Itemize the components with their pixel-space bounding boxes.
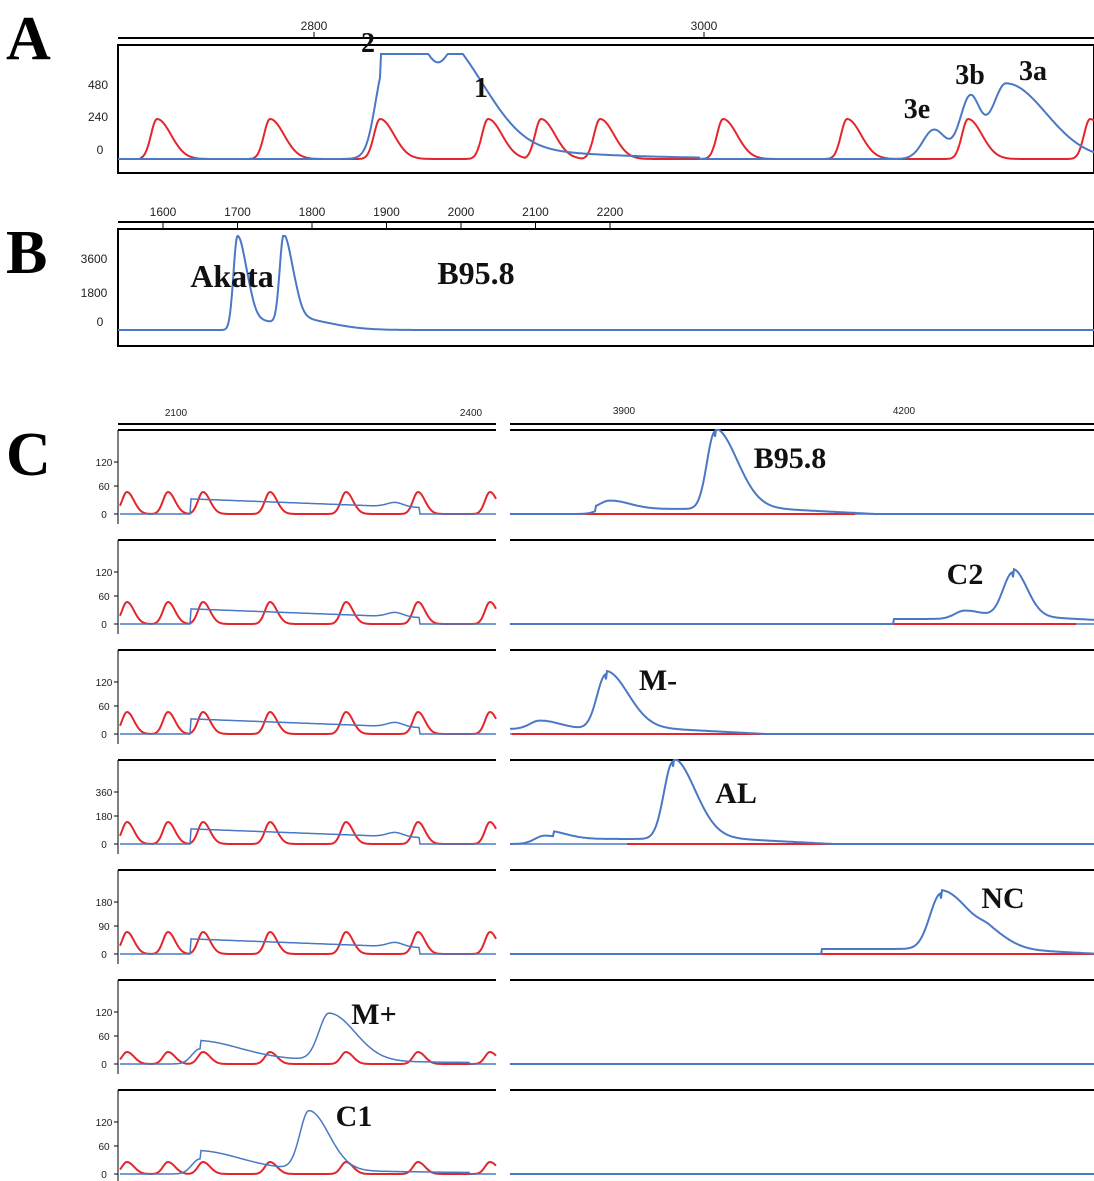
row-label: M+ bbox=[351, 998, 396, 1031]
panel-a-ytick-0: 480 bbox=[88, 78, 108, 92]
row-ytick: 180 bbox=[96, 812, 113, 823]
row-ytick: 0 bbox=[101, 1170, 107, 1181]
row-ytick: 60 bbox=[98, 702, 110, 713]
row-left-blue-trace bbox=[120, 498, 496, 515]
row-label: AL bbox=[715, 777, 757, 810]
row-right-blue-trace bbox=[510, 889, 1094, 955]
panel-b-frame bbox=[117, 228, 1094, 347]
row-left-red-trace bbox=[119, 710, 497, 735]
panel-c-row: 360 180 0 AL bbox=[96, 759, 1094, 854]
row-ytick: 0 bbox=[101, 1060, 107, 1071]
peak-label-3a: 3a bbox=[1019, 56, 1047, 87]
peak-label-b95-8: B95.8 bbox=[437, 255, 514, 291]
row-right-blue-trace bbox=[510, 759, 1094, 845]
row-ytick: 60 bbox=[98, 1142, 110, 1153]
panel-a-frame bbox=[117, 44, 1094, 174]
row-left-red-trace bbox=[119, 600, 497, 625]
panel-b-xtick: 1800 bbox=[299, 205, 326, 219]
row-right-blue-trace bbox=[510, 567, 1094, 625]
panel-b-xtick: 2100 bbox=[522, 205, 549, 219]
row-ytick: 0 bbox=[101, 950, 107, 961]
peak-label-3e: 3e bbox=[904, 94, 930, 125]
panel-c-row: 120 60 0 C1 bbox=[96, 1089, 1094, 1181]
panel-label-c: C bbox=[6, 421, 51, 489]
panel-a-xtick-0: 2800 bbox=[301, 19, 328, 33]
panel-a-xtick-1: 3000 bbox=[691, 19, 718, 33]
peak-label-3b: 3b bbox=[955, 60, 985, 91]
panel-c-xtick-right-0: 3900 bbox=[613, 406, 636, 417]
panel-b-xtick: 1700 bbox=[224, 205, 251, 219]
row-ytick: 0 bbox=[101, 730, 107, 741]
panel-b-blue-trace bbox=[118, 234, 1094, 331]
panel-b-xtick: 2000 bbox=[448, 205, 475, 219]
panel-label-b: B bbox=[6, 219, 48, 287]
panel-b: 1600 1700 1800 1900 2000 2100 2200 3600 1800 0… bbox=[81, 205, 1094, 347]
row-left-blue-trace bbox=[120, 608, 496, 625]
panel-a-red-trace bbox=[139, 117, 1094, 160]
row-ytick: 120 bbox=[96, 458, 113, 469]
row-left-blue-trace bbox=[120, 718, 496, 735]
panel-c-xtick-right-1: 4200 bbox=[893, 406, 916, 417]
row-ytick: 120 bbox=[96, 678, 113, 689]
row-left-blue-trace bbox=[120, 828, 496, 845]
row-right-blue-trace bbox=[509, 669, 1094, 735]
row-ytick: 360 bbox=[96, 788, 113, 799]
panel-b-ytick-1: 1800 bbox=[81, 286, 108, 300]
panel-c: 2100 2400 3900 4200 120600B95.8120600C21… bbox=[96, 406, 1094, 1181]
panel-b-ytick-0: 3600 bbox=[81, 252, 108, 266]
row-left-red-trace bbox=[119, 490, 497, 515]
row-label: NC bbox=[981, 882, 1024, 915]
peak-label-akata: Akata bbox=[190, 258, 274, 294]
panel-c-row: 120 60 0 M- bbox=[96, 649, 1094, 744]
panel-a-blue-trace bbox=[118, 53, 1094, 160]
row-right-blue-trace bbox=[510, 429, 1094, 515]
panel-c-row: 120 60 0 M+ bbox=[96, 979, 1094, 1074]
row-label: M- bbox=[639, 664, 677, 697]
row-label: C2 bbox=[947, 558, 984, 591]
row-ytick: 180 bbox=[96, 898, 113, 909]
panel-a: 2800 3000 480 240 0 2 1 3e 3b 3a bbox=[88, 19, 1094, 174]
row-left-blue-trace bbox=[120, 938, 496, 955]
panel-b-xtick: 2200 bbox=[597, 205, 624, 219]
row-ytick: 0 bbox=[101, 510, 107, 521]
panel-c-row: 180 90 0 NC bbox=[96, 869, 1094, 964]
row-left-red-trace bbox=[119, 820, 497, 845]
row-ytick: 0 bbox=[101, 840, 107, 851]
panel-b-xtick: 1600 bbox=[150, 205, 177, 219]
panel-c-row: 120 60 0 C2 bbox=[96, 539, 1094, 634]
panel-a-ytick-2: 0 bbox=[97, 143, 104, 157]
row-ytick: 0 bbox=[101, 620, 107, 631]
panel-b-xtick: 1900 bbox=[373, 205, 400, 219]
panel-c-xtick-left-1: 2400 bbox=[460, 408, 483, 419]
panel-a-ytick-1: 240 bbox=[88, 110, 108, 124]
row-ytick: 120 bbox=[96, 1118, 113, 1129]
row-ytick: 60 bbox=[98, 1032, 110, 1043]
row-label: C1 bbox=[336, 1100, 373, 1133]
row-ytick: 120 bbox=[96, 568, 113, 579]
row-label: B95.8 bbox=[754, 442, 827, 475]
panel-b-ytick-2: 0 bbox=[97, 315, 104, 329]
panel-c-xtick-left-0: 2100 bbox=[165, 408, 188, 419]
panel-label-a: A bbox=[6, 5, 51, 73]
row-ytick: 120 bbox=[96, 1008, 113, 1019]
row-left-blue-trace bbox=[120, 1012, 496, 1065]
peak-label-2: 2 bbox=[361, 28, 375, 59]
peak-label-1: 1 bbox=[474, 73, 488, 104]
panel-c-row: 120 60 0 B95.8 bbox=[96, 429, 1094, 524]
row-ytick: 60 bbox=[98, 592, 110, 603]
row-left-red-trace bbox=[119, 930, 497, 955]
row-ytick: 90 bbox=[98, 922, 110, 933]
row-ytick: 60 bbox=[98, 482, 110, 493]
row-left-blue-trace bbox=[120, 1109, 496, 1175]
